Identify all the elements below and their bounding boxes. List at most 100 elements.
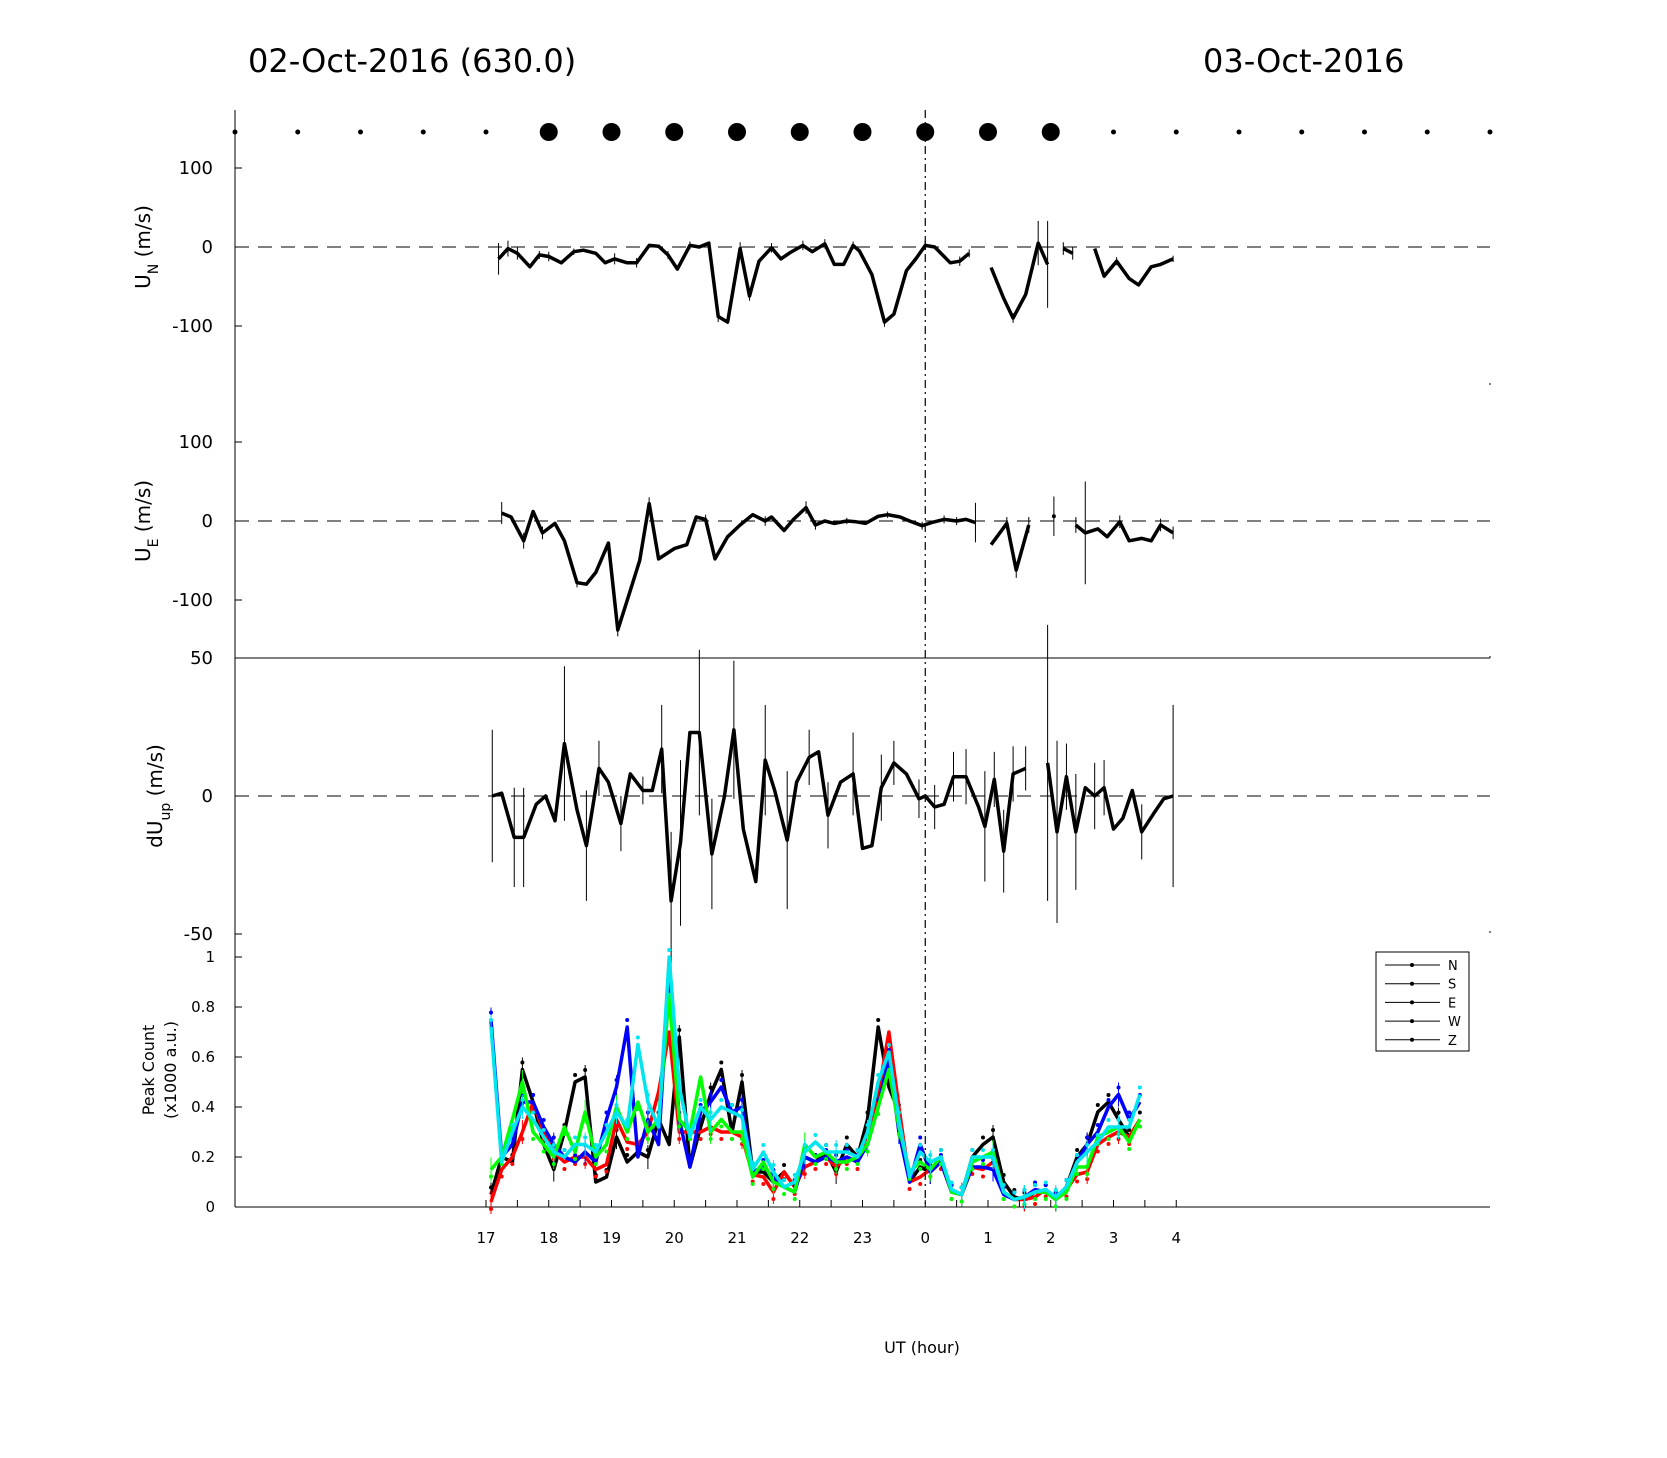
y-axis-label-unit: (m/s) (143, 744, 167, 803)
observation-marker (979, 123, 997, 141)
data-point (1137, 1110, 1142, 1115)
data-point (740, 1108, 745, 1112)
y-tick-label: 100 (179, 432, 213, 453)
data-point (1075, 1153, 1080, 1157)
data-point (635, 1107, 640, 1111)
data-point (531, 1093, 536, 1097)
data-point (1137, 1124, 1142, 1129)
data-point (1137, 1085, 1142, 1090)
data-point (740, 1073, 745, 1077)
data-point (614, 1103, 619, 1107)
data-point (625, 1137, 630, 1141)
series-line (489, 1025, 1142, 1202)
data-point (1064, 1197, 1069, 1201)
data-point (792, 1197, 797, 1201)
y-tick-label: -50 (184, 924, 213, 945)
data-point (1033, 1202, 1038, 1206)
data-point (583, 1135, 588, 1140)
y-axis-label-main: U (131, 274, 155, 289)
data-point (1106, 1093, 1111, 1097)
data-point (698, 1098, 703, 1102)
data-point (729, 1103, 734, 1107)
data-point (625, 1118, 630, 1122)
series-line (1093, 248, 1174, 287)
data-point (1012, 1190, 1017, 1195)
data-point (991, 1128, 996, 1132)
data-point (771, 1163, 776, 1167)
data-point (813, 1133, 818, 1137)
legend-label: S (1448, 978, 1456, 993)
data-point (970, 1148, 975, 1152)
data-point (667, 948, 672, 952)
data-point (520, 1087, 525, 1091)
y-axis-label-main: U (131, 547, 155, 562)
observation-marker (1424, 129, 1430, 135)
x-tick-label: 18 (539, 1229, 558, 1247)
legend-box (1375, 951, 1470, 1052)
data-point (1075, 1179, 1080, 1184)
data-point (520, 1098, 525, 1102)
data-point (1075, 1148, 1080, 1152)
data-point (750, 1160, 755, 1165)
data-point (520, 1137, 525, 1141)
data-point (918, 1167, 923, 1171)
panel-peak-count: 0 0.2 0.4 0.6 0.8 1 Peak Count (x1000 a.u.) (139, 933, 1490, 1216)
legend-marker (1410, 1019, 1414, 1024)
observation-marker-row (232, 123, 1493, 141)
data-point (489, 1207, 494, 1211)
data-point (708, 1085, 713, 1090)
y-axis-label-line2: (x1000 a.u.) (161, 1021, 180, 1119)
data-point (583, 1117, 588, 1121)
series-line (497, 241, 971, 324)
panel-u-east: 100 0 -100 UE (m/s) (131, 385, 1491, 658)
data-point (876, 1112, 881, 1116)
observation-marker (358, 129, 363, 135)
legend-marker (1410, 1000, 1414, 1005)
legend-marker (1410, 1037, 1414, 1042)
data-point (698, 1137, 703, 1141)
data-point (1127, 1128, 1132, 1132)
data-point (541, 1128, 546, 1132)
data-point (980, 1162, 985, 1166)
data-point (551, 1135, 556, 1140)
y-axis-label-line1: Peak Count (139, 1025, 158, 1116)
data-point (604, 1110, 609, 1115)
series-line (501, 501, 977, 632)
panel-u-north: 100 0 -100 UN (m/s) (131, 110, 1491, 385)
y-tick-label: 0.8 (191, 998, 215, 1016)
y-tick-label: 0.4 (191, 1098, 215, 1116)
data-point (677, 1028, 682, 1032)
data-point (918, 1135, 923, 1140)
data-point (489, 1174, 494, 1179)
data-point (980, 1148, 985, 1152)
data-point (614, 1124, 619, 1129)
observation-marker (790, 123, 809, 141)
data-point (938, 1148, 943, 1152)
data-point (844, 1135, 849, 1140)
data-point (1022, 1188, 1027, 1192)
data-point (656, 1118, 661, 1122)
title-left-date: 02-Oct-2016 (630.0) (248, 42, 577, 80)
data-point (667, 1135, 672, 1140)
data-point (991, 1148, 996, 1152)
x-tick-label: 4 (1171, 1229, 1181, 1247)
data-point (541, 1149, 546, 1154)
x-tick-label: 20 (665, 1229, 684, 1247)
data-point (865, 1110, 870, 1115)
legend-label: N (1448, 959, 1458, 974)
series-line (989, 521, 1031, 572)
data-point (645, 1093, 650, 1097)
data-point (761, 1143, 766, 1147)
data-point (980, 1135, 985, 1140)
y-tick-label: 0 (202, 786, 213, 807)
data-point (928, 1153, 933, 1157)
y-tick-label: 1 (205, 948, 215, 966)
data-point (625, 1018, 630, 1022)
data-point (844, 1167, 849, 1171)
x-axis-label: UT (hour) (884, 1338, 960, 1357)
data-point (782, 1178, 787, 1182)
data-point (1106, 1098, 1111, 1102)
data-point (1116, 1118, 1121, 1122)
data-point (782, 1163, 787, 1167)
observation-marker (295, 129, 301, 135)
